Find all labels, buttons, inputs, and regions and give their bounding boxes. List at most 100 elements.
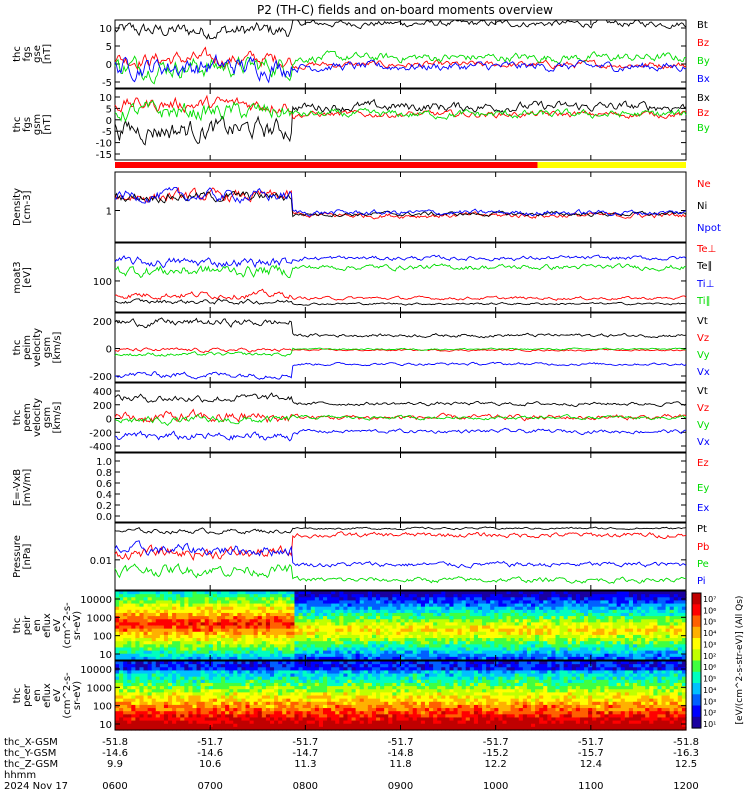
heatmap-cell xyxy=(139,723,145,728)
heatmap-cell xyxy=(127,597,132,602)
heatmap-cell xyxy=(282,644,287,649)
heatmap-cell xyxy=(119,667,124,672)
heatmap-cell xyxy=(269,653,275,658)
heatmap-cell xyxy=(339,704,344,709)
heatmap-cell xyxy=(269,714,275,719)
heatmap-cell xyxy=(567,644,573,649)
heatmap-cell xyxy=(176,622,181,627)
heatmap-cell xyxy=(502,647,508,652)
heatmap-cell xyxy=(628,634,634,639)
heatmap-cell xyxy=(225,622,230,627)
heatmap-cell xyxy=(531,619,536,623)
heatmap-cell xyxy=(449,656,455,661)
heatmap-cell xyxy=(645,644,650,649)
heatmap-cell xyxy=(567,591,573,595)
heatmap-cell xyxy=(241,641,247,645)
heatmap-cell xyxy=(681,650,687,655)
heatmap-cell xyxy=(649,597,654,602)
heatmap-cell xyxy=(229,717,234,722)
heatmap-cell xyxy=(494,622,499,627)
heatmap-cell xyxy=(384,591,389,595)
heatmap-cell xyxy=(363,612,369,617)
heatmap-cell xyxy=(294,619,300,623)
panel-frame xyxy=(114,452,687,523)
heatmap-cell xyxy=(159,647,165,652)
heatmap-cell xyxy=(253,600,259,605)
series-line-Te⊥ xyxy=(114,288,687,301)
heatmap-cell xyxy=(221,594,226,598)
heatmap-cell xyxy=(457,647,463,652)
heatmap-cell xyxy=(127,616,132,620)
heatmap-cell xyxy=(384,661,389,665)
heatmap-cell xyxy=(359,664,365,668)
heatmap-cell xyxy=(522,653,528,658)
heatmap-cell xyxy=(596,631,601,636)
heatmap-cell xyxy=(237,682,243,687)
heatmap-cell xyxy=(221,723,226,728)
heatmap-cell xyxy=(212,723,218,728)
heatmap-cell xyxy=(269,628,275,633)
heatmap-cell xyxy=(335,686,340,690)
heatmap-cell xyxy=(172,603,177,608)
heatmap-cell xyxy=(661,606,667,611)
heatmap-cell xyxy=(514,622,520,627)
heatmap-cell xyxy=(575,600,581,605)
heatmap-cell xyxy=(482,644,487,649)
heatmap-cell xyxy=(147,644,153,649)
heatmap-cell xyxy=(127,667,132,672)
heatmap-cell xyxy=(535,644,540,649)
heatmap-cell xyxy=(200,650,206,655)
heatmap-cell xyxy=(163,609,169,614)
heatmap-cell xyxy=(208,701,214,706)
heatmap-cell xyxy=(592,619,597,623)
heatmap-cell xyxy=(355,692,361,697)
heatmap-cell xyxy=(282,726,287,731)
heatmap-cell xyxy=(290,628,296,633)
heatmap-cell xyxy=(588,634,593,639)
heatmap-cell xyxy=(461,644,467,649)
heatmap-cell xyxy=(237,631,243,636)
heatmap-cell xyxy=(127,638,132,642)
heatmap-cell xyxy=(531,634,536,639)
heatmap-cell xyxy=(404,670,410,675)
heatmap-cell xyxy=(453,603,459,608)
heatmap-cell xyxy=(363,638,369,642)
heatmap-cell xyxy=(380,704,385,709)
heatmap-cell xyxy=(384,650,389,655)
heatmap-cell xyxy=(457,622,463,627)
heatmap-cell xyxy=(355,650,361,655)
ytick-label: 1 xyxy=(106,207,112,218)
heatmap-cell xyxy=(506,634,512,639)
heatmap-cell xyxy=(327,682,332,687)
heatmap-cell xyxy=(139,616,145,620)
heatmap-cell xyxy=(200,682,206,687)
heatmap-cell xyxy=(115,656,120,661)
heatmap-cell xyxy=(314,628,320,633)
heatmap-cell xyxy=(551,628,557,633)
legend-entry: Vt xyxy=(697,316,708,327)
heatmap-cell xyxy=(359,644,365,649)
heatmap-cell xyxy=(359,603,365,608)
heatmap-cell xyxy=(596,619,601,623)
heatmap-cell xyxy=(400,656,406,661)
heatmap-cell xyxy=(531,638,536,642)
heatmap-cell xyxy=(216,682,222,687)
heatmap-cell xyxy=(119,600,124,605)
heatmap-cell xyxy=(216,653,222,658)
heatmap-cell xyxy=(143,664,149,668)
heatmap-cell xyxy=(331,689,336,693)
heatmap-cell xyxy=(192,692,198,697)
series-line-Bx xyxy=(114,98,687,146)
heatmap-cell xyxy=(261,698,267,703)
heatmap-cell xyxy=(416,594,422,598)
heatmap-cell xyxy=(502,628,508,633)
heatmap-cell xyxy=(302,603,308,608)
heatmap-cell xyxy=(310,619,316,623)
heatmap-cell xyxy=(298,676,304,681)
heatmap-cell xyxy=(677,597,683,602)
heatmap-cell xyxy=(331,720,336,725)
heatmap-cell xyxy=(518,625,524,630)
heatmap-cell xyxy=(123,644,128,649)
heatmap-cell xyxy=(265,606,271,611)
heatmap-cell xyxy=(233,726,238,731)
